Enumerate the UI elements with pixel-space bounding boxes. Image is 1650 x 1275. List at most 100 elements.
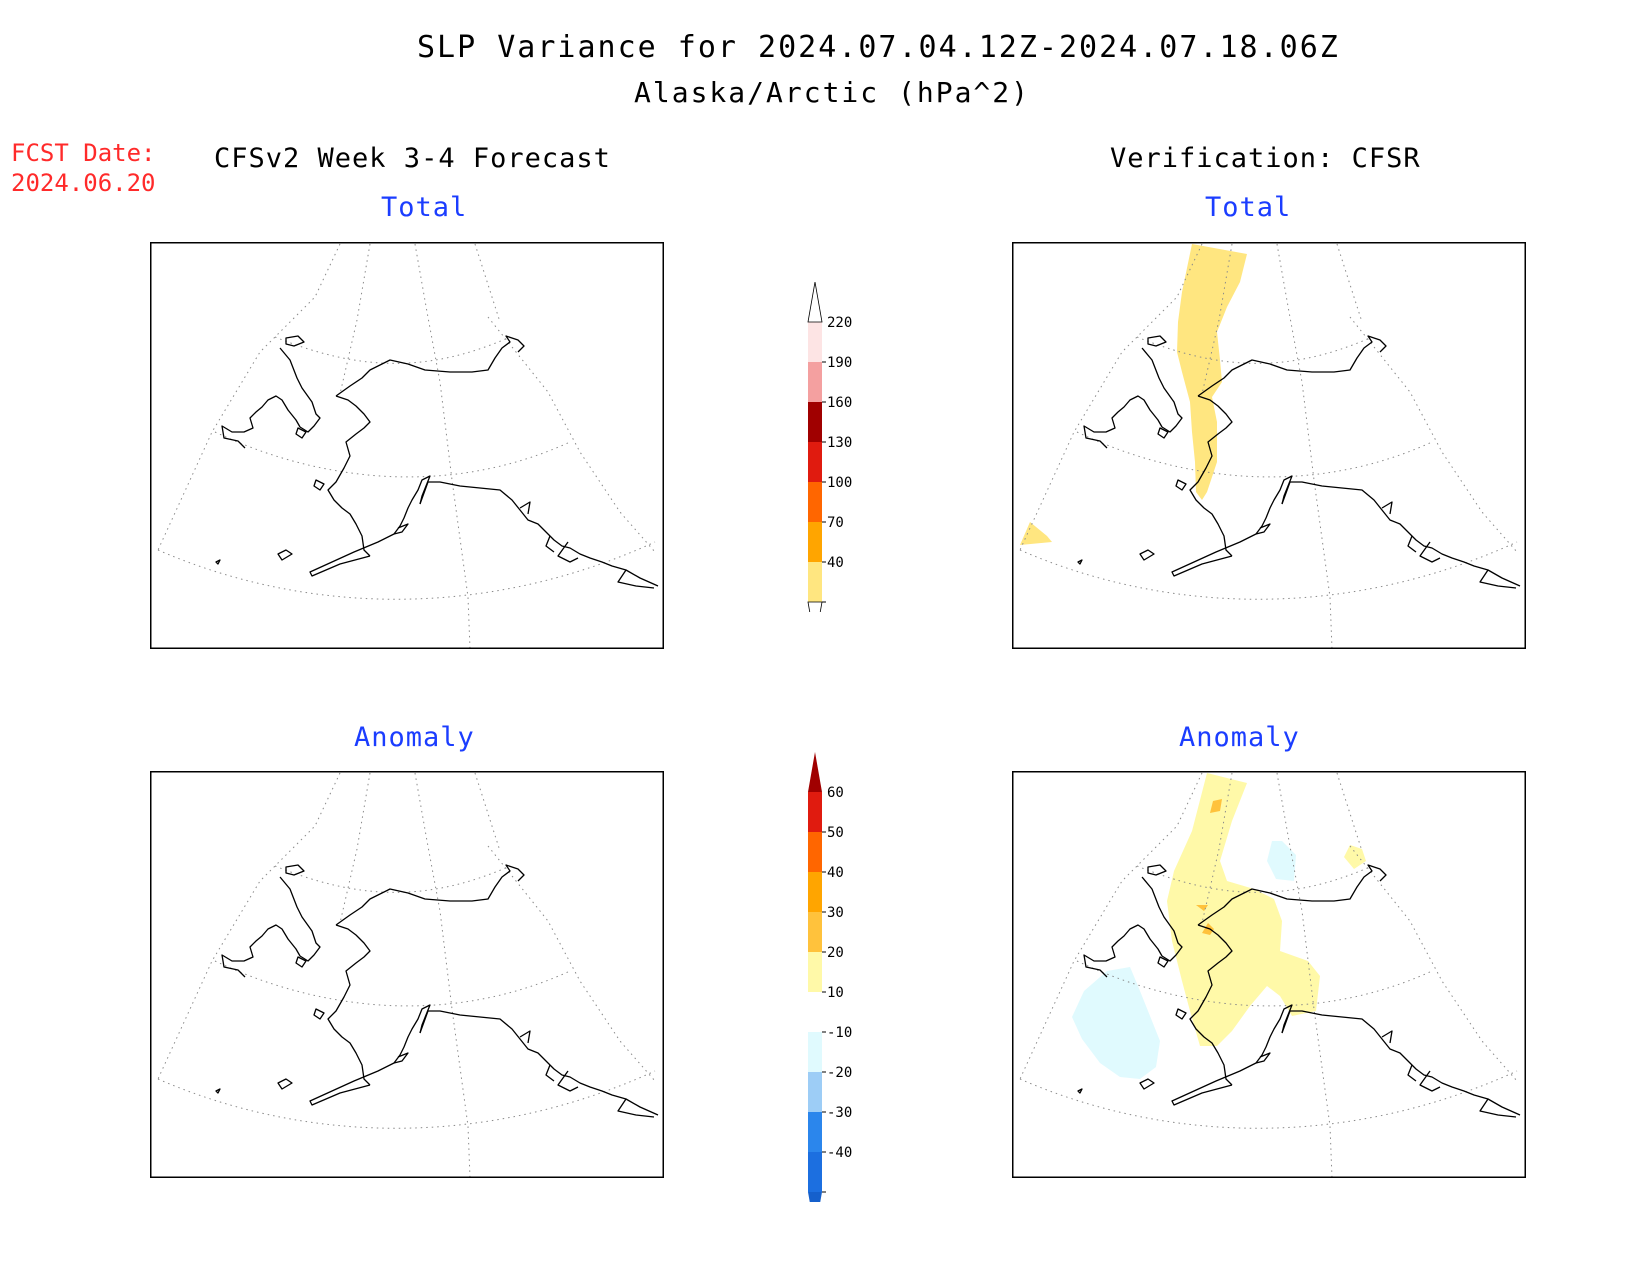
anomaly-contour-positive-10 bbox=[1167, 773, 1320, 1046]
coastline-segment bbox=[1171, 475, 1293, 577]
graticule-line bbox=[339, 243, 371, 395]
coastline-segment bbox=[419, 1010, 659, 1116]
colorbar-bottom-triangle bbox=[807, 601, 823, 643]
colorbar-tick-label: 40 bbox=[827, 865, 844, 881]
coastline-segment bbox=[1407, 1064, 1417, 1082]
graticule-line bbox=[157, 541, 656, 600]
coastline-segment bbox=[327, 924, 371, 1086]
coastline bbox=[215, 864, 659, 1118]
colorbar-tick-label: 160 bbox=[827, 395, 852, 411]
forecast-total-map bbox=[150, 242, 664, 649]
colorbar-swatch bbox=[808, 1152, 822, 1192]
graticule-line bbox=[214, 431, 571, 478]
map-background bbox=[150, 771, 664, 1178]
coastline-segment bbox=[1281, 481, 1521, 587]
anomaly-contour-positive-10 bbox=[1344, 845, 1366, 869]
coastline-segment bbox=[1381, 501, 1393, 515]
verification-anomaly-map-svg bbox=[1012, 771, 1526, 1178]
colorbar-swatch bbox=[808, 402, 822, 442]
anomaly-contour-negative-10 bbox=[1072, 967, 1160, 1079]
coastline-segment bbox=[277, 549, 293, 561]
coastline-segment bbox=[1083, 876, 1183, 978]
graticule-line bbox=[487, 845, 656, 1082]
coastline-segment bbox=[519, 501, 531, 515]
coastline-segment bbox=[215, 1088, 221, 1094]
verification-total-map bbox=[1012, 242, 1526, 649]
colorbar-top-triangle bbox=[807, 281, 823, 323]
graticule-line bbox=[1349, 845, 1518, 1082]
coastline-segment bbox=[1281, 1010, 1521, 1116]
graticule-line bbox=[1019, 243, 1203, 551]
anomaly-colorbar-svg: -40 -30 -20 -10 10 20 30 40 50 60 bbox=[808, 752, 852, 1232]
forecast-column-heading: CFSv2 Week 3-4 Forecast bbox=[214, 143, 611, 174]
graticule bbox=[1019, 772, 1518, 1178]
coastline-segment bbox=[327, 395, 371, 557]
coastline-segment bbox=[617, 569, 655, 589]
coastline-segment bbox=[393, 523, 409, 535]
coastline-segment bbox=[545, 1064, 555, 1082]
graticule-line bbox=[157, 1070, 656, 1129]
forecast-total-map-svg bbox=[150, 242, 664, 649]
colorbar-swatch bbox=[808, 322, 822, 362]
coastline bbox=[1077, 864, 1521, 1118]
colorbar-tick-label: 30 bbox=[827, 905, 844, 921]
colorbar-swatch bbox=[808, 952, 822, 992]
total-colorbar-svg: 40 70 100 130 160 190 220 bbox=[807, 281, 852, 643]
coastline-segment bbox=[295, 427, 307, 439]
coastline-segment bbox=[545, 535, 555, 553]
verification-total-map-svg bbox=[1012, 242, 1526, 649]
colorbar-swatch bbox=[808, 832, 822, 872]
variance-contour-40 bbox=[1020, 522, 1052, 545]
colorbar-tick-label: 220 bbox=[827, 315, 852, 331]
coastline-segment bbox=[215, 559, 221, 565]
coastline-segment bbox=[1175, 479, 1187, 491]
coastline-segment bbox=[1139, 1078, 1155, 1090]
coastline-segment bbox=[1189, 395, 1233, 557]
graticule bbox=[1019, 243, 1518, 649]
graticule-line bbox=[1019, 541, 1518, 600]
colorbar-swatch bbox=[808, 912, 822, 952]
coastline-segment bbox=[1255, 523, 1271, 535]
coastline-segment bbox=[1147, 864, 1167, 876]
map-frame bbox=[150, 242, 664, 649]
anomaly-contour-positive-20 bbox=[1210, 799, 1222, 813]
verification-anomaly-map bbox=[1012, 771, 1526, 1178]
coastline-segment bbox=[1407, 535, 1417, 553]
coastline-segment bbox=[1197, 864, 1387, 926]
map-background bbox=[1012, 242, 1526, 649]
colorbar-tick-label: -10 bbox=[827, 1025, 852, 1041]
coastline-segment bbox=[557, 1070, 579, 1092]
map-background bbox=[150, 242, 664, 649]
map-frame bbox=[1012, 242, 1526, 649]
anomaly-colorbar: -40 -30 -20 -10 10 20 30 40 50 60 bbox=[790, 752, 860, 1232]
fcst-date-value: 2024.06.20 bbox=[11, 169, 156, 197]
coastline-segment bbox=[285, 335, 305, 347]
graticule-line bbox=[214, 960, 571, 1007]
colorbar-tick-label: -30 bbox=[827, 1105, 852, 1121]
coastline-segment bbox=[1419, 541, 1441, 563]
coastline-segment bbox=[335, 864, 525, 926]
colorbar-swatch bbox=[808, 562, 822, 602]
verification-total-label: Total bbox=[1205, 192, 1292, 223]
graticule-line bbox=[1201, 243, 1233, 395]
colorbar-tick-label: 60 bbox=[827, 785, 844, 801]
coastline-segment bbox=[419, 481, 659, 587]
colorbar-tick-label: 130 bbox=[827, 435, 852, 451]
colorbar-swatch bbox=[808, 522, 822, 562]
colorbar-top-triangle bbox=[808, 752, 822, 792]
coastline bbox=[1077, 335, 1521, 589]
graticule bbox=[157, 243, 656, 649]
chart-subtitle: Alaska/Arctic (hPa^2) bbox=[634, 76, 1031, 109]
graticule-line bbox=[157, 772, 341, 1080]
anomaly-contour-negative-10 bbox=[1267, 841, 1296, 881]
fcst-date-label: FCST Date: bbox=[11, 139, 156, 167]
coastline-segment bbox=[617, 1098, 655, 1118]
coastline-segment bbox=[1139, 549, 1155, 561]
coastline-segment bbox=[1147, 335, 1167, 347]
coastline-segment bbox=[1197, 335, 1387, 397]
graticule-line bbox=[1349, 316, 1518, 553]
coastline-segment bbox=[335, 335, 525, 397]
chart-title: SLP Variance for 2024.07.04.12Z-2024.07.… bbox=[417, 30, 1340, 65]
coastline-segment bbox=[1171, 1004, 1293, 1106]
forecast-anomaly-map bbox=[150, 771, 664, 1178]
